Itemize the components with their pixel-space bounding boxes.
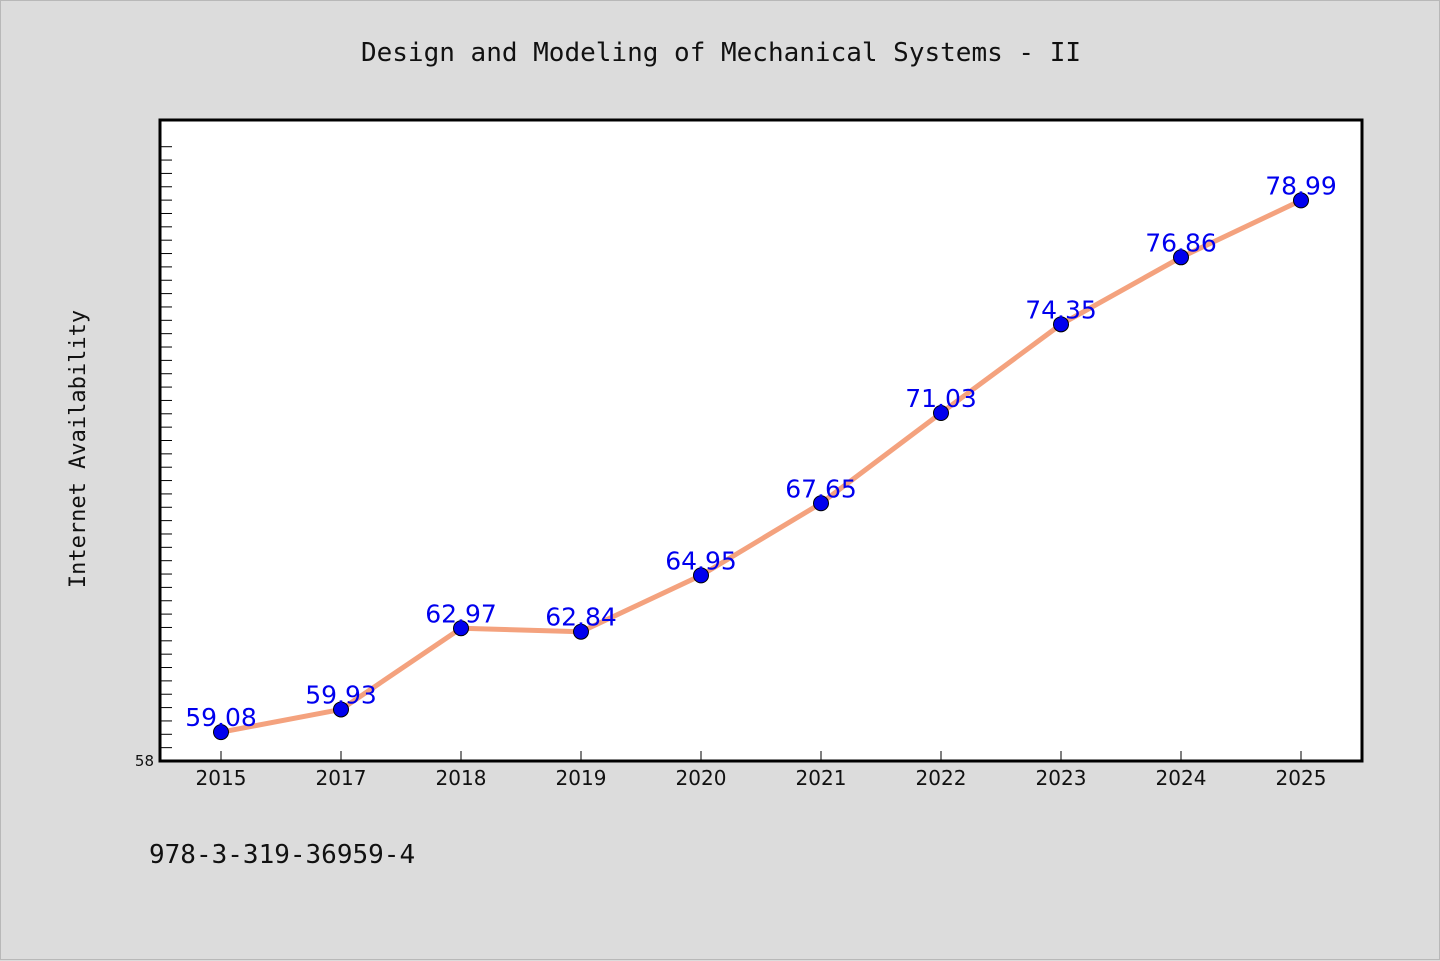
x-tick-label: 2015: [196, 766, 247, 790]
data-point: [1293, 192, 1309, 209]
data-point: [573, 623, 589, 640]
x-axis-ticks: 2015 2017 2018 2019 2020 2021 2022 2023 2024 2025: [196, 751, 1327, 790]
data-label: 78.99: [1265, 171, 1337, 200]
data-label: 59.93: [305, 680, 377, 709]
x-tick-label: 2025: [1276, 766, 1327, 790]
x-tick-label: 2018: [436, 766, 487, 790]
data-point: [1053, 316, 1069, 333]
x-tick-label: 2024: [1156, 766, 1207, 790]
x-tick-label: 2017: [316, 766, 367, 790]
data-labels: 59.08 59.93 62.97 62.84 64.95 67.65 71.03 74.35…: [185, 171, 1337, 732]
isbn-footer: 978-3-319-36959-4: [149, 840, 415, 870]
plot-area: [158, 118, 1364, 763]
y-tick-label: 58: [135, 752, 154, 770]
y-axis-label: Internet Availability: [66, 310, 91, 588]
series-line: [218, 197, 1304, 735]
data-point: [1173, 249, 1189, 266]
data-label: 67.65: [785, 474, 857, 503]
data-point: [813, 495, 829, 512]
chart-title: Design and Modeling of Mechanical System…: [361, 38, 1081, 68]
data-label: 64.95: [665, 546, 737, 575]
data-label: 71.03: [905, 384, 977, 413]
y-axis-ticks: 58: [135, 146, 172, 770]
data-label: 59.08: [185, 703, 257, 732]
x-tick-label: 2021: [796, 766, 847, 790]
data-label: 74.35: [1025, 295, 1097, 324]
x-tick-label: 2022: [916, 766, 967, 790]
data-point: [333, 701, 349, 718]
x-tick-label: 2020: [676, 766, 727, 790]
data-label: 62.84: [545, 603, 617, 632]
data-point: [453, 620, 469, 637]
data-point: [213, 724, 229, 741]
data-label: 76.86: [1145, 228, 1217, 257]
series-markers: [213, 192, 1309, 741]
data-point: [693, 567, 709, 584]
data-point: [933, 404, 949, 421]
data-label: 62.97: [425, 599, 497, 628]
x-tick-label: 2019: [556, 766, 607, 790]
x-tick-label: 2023: [1036, 766, 1087, 790]
